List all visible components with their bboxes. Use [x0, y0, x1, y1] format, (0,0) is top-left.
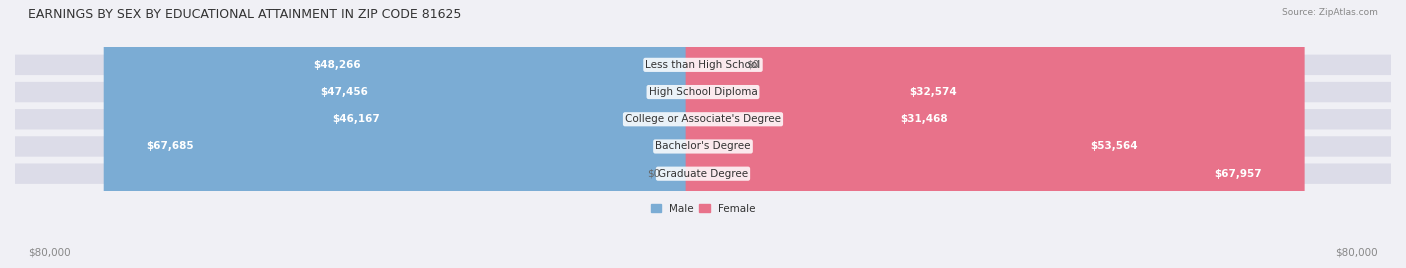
FancyBboxPatch shape: [686, 0, 1000, 268]
Text: $31,468: $31,468: [900, 114, 948, 124]
Text: $67,685: $67,685: [146, 142, 194, 151]
FancyBboxPatch shape: [277, 0, 720, 268]
Text: $80,000: $80,000: [1336, 247, 1378, 257]
Text: $46,167: $46,167: [332, 114, 380, 124]
FancyBboxPatch shape: [686, 0, 1305, 268]
Text: High School Diploma: High School Diploma: [648, 87, 758, 97]
Legend: Male, Female: Male, Female: [647, 200, 759, 218]
Text: $0: $0: [647, 169, 659, 179]
Text: Bachelor's Degree: Bachelor's Degree: [655, 142, 751, 151]
Text: Less than High School: Less than High School: [645, 60, 761, 70]
FancyBboxPatch shape: [104, 0, 720, 268]
Text: $47,456: $47,456: [321, 87, 368, 97]
Text: $32,574: $32,574: [910, 87, 957, 97]
FancyBboxPatch shape: [15, 163, 1391, 184]
FancyBboxPatch shape: [288, 0, 720, 268]
Text: Source: ZipAtlas.com: Source: ZipAtlas.com: [1282, 8, 1378, 17]
FancyBboxPatch shape: [15, 82, 1391, 102]
Text: $0: $0: [747, 60, 759, 70]
Text: $80,000: $80,000: [28, 247, 70, 257]
Text: EARNINGS BY SEX BY EDUCATIONAL ATTAINMENT IN ZIP CODE 81625: EARNINGS BY SEX BY EDUCATIONAL ATTAINMEN…: [28, 8, 461, 21]
FancyBboxPatch shape: [15, 109, 1391, 129]
FancyBboxPatch shape: [15, 136, 1391, 157]
Text: $67,957: $67,957: [1213, 169, 1261, 179]
FancyBboxPatch shape: [271, 0, 720, 268]
FancyBboxPatch shape: [686, 0, 991, 268]
FancyBboxPatch shape: [686, 0, 1181, 268]
FancyBboxPatch shape: [15, 55, 1391, 75]
Text: $53,564: $53,564: [1090, 142, 1137, 151]
Text: College or Associate's Degree: College or Associate's Degree: [626, 114, 780, 124]
Text: Graduate Degree: Graduate Degree: [658, 169, 748, 179]
Text: $48,266: $48,266: [314, 60, 361, 70]
